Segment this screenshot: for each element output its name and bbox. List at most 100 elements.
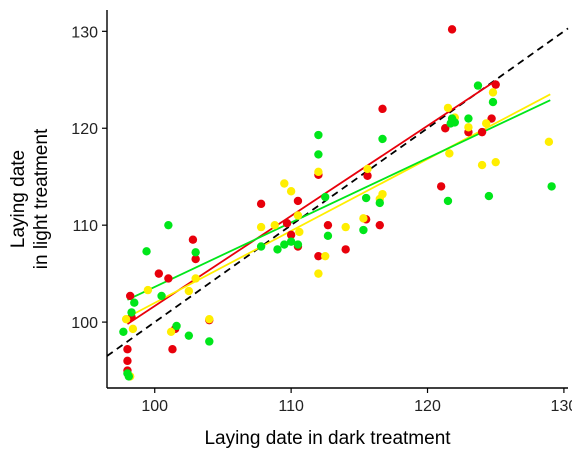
yellow-data-point — [191, 274, 200, 283]
red-data-point — [293, 196, 303, 206]
green-data-point — [286, 237, 296, 246]
green-data-point — [127, 308, 136, 317]
green-data-point — [157, 291, 166, 301]
green-data-point — [172, 321, 181, 331]
green-data-point — [321, 192, 330, 202]
yellow-data-point — [359, 214, 368, 223]
red-data-point — [477, 127, 487, 137]
y-axis-ticks: 100 110 120 130 — [71, 24, 107, 332]
green-data-point — [184, 331, 194, 340]
y-tick-label: 120 — [71, 121, 98, 138]
identity-line — [106, 27, 569, 357]
red-data-point — [491, 80, 500, 89]
yellow-data-point — [341, 222, 350, 232]
yellow-data-point — [314, 167, 323, 177]
green-data-point — [488, 97, 498, 107]
red-data-point — [256, 199, 266, 209]
x-tick-label: 110 — [278, 398, 304, 415]
green-data-point — [443, 196, 453, 206]
x-axis-ticks: 100 110 120 130 — [141, 388, 572, 415]
red-data-point — [154, 269, 164, 278]
yellow-data-point — [205, 314, 214, 324]
y-tick-label: 110 — [72, 218, 98, 235]
red-data-point — [375, 220, 384, 230]
green-data-point — [280, 240, 289, 249]
yellow-data-point — [443, 103, 453, 113]
red-data-point — [323, 220, 333, 230]
green-data-point — [464, 114, 473, 123]
green-data-point — [124, 372, 134, 381]
green-data-point — [273, 245, 282, 254]
yellow-data-point — [445, 149, 454, 158]
y-tick-label: 130 — [71, 24, 98, 41]
green-data-point — [361, 193, 371, 203]
red-data-point — [125, 291, 135, 301]
green-data-point — [191, 248, 200, 257]
green-data-point — [484, 191, 494, 201]
points-layer — [119, 25, 556, 381]
x-tick-label: 100 — [141, 398, 168, 415]
green-data-point — [323, 231, 333, 241]
red-fit-line — [126, 80, 497, 325]
green-data-point — [547, 182, 556, 191]
yellow-data-point — [321, 251, 330, 261]
axes — [106, 10, 568, 389]
yellow-data-point — [184, 286, 194, 296]
yellow-data-point — [363, 164, 372, 174]
red-data-point — [123, 345, 132, 354]
red-data-point — [314, 251, 323, 261]
green-data-point — [314, 150, 323, 159]
yellow-data-point — [280, 179, 289, 188]
red-data-point — [436, 182, 446, 191]
yellow-data-point — [128, 324, 138, 334]
yellow-data-point — [121, 314, 131, 324]
green-data-point — [359, 225, 368, 235]
green-data-point — [473, 81, 483, 90]
green-fit-line — [127, 99, 551, 301]
yellow-data-point — [314, 269, 323, 278]
lines-layer — [106, 27, 569, 357]
green-data-point — [314, 130, 323, 140]
yellow-data-point — [481, 119, 491, 128]
green-data-point — [256, 242, 266, 251]
x-tick-label: 130 — [551, 398, 572, 415]
red-data-point — [341, 245, 350, 254]
x-axis-title: Laying date in dark treatment — [204, 428, 451, 449]
y-axis-title-line-1: Laying date — [8, 150, 29, 248]
y-tick-label: 100 — [71, 315, 98, 332]
green-data-point — [205, 337, 214, 346]
yellow-data-point — [477, 160, 487, 170]
y-axis-title: Laying date in light treatment — [8, 128, 52, 269]
green-data-point — [130, 298, 139, 307]
yellow-fit-line — [127, 93, 551, 319]
y-axis-title-line-2: in light treatment — [31, 128, 52, 269]
red-data-point — [168, 345, 177, 354]
green-data-point — [450, 118, 459, 127]
red-data-point — [191, 254, 200, 264]
yellow-data-point — [270, 220, 279, 230]
green-data-point — [375, 198, 384, 208]
yellow-data-point — [488, 88, 498, 97]
yellow-data-point — [256, 222, 266, 232]
red-data-point — [286, 230, 296, 240]
green-data-point — [164, 220, 173, 230]
yellow-data-point — [286, 187, 296, 196]
yellow-data-point — [166, 327, 176, 336]
red-data-point — [282, 219, 292, 228]
yellow-data-point — [544, 137, 554, 147]
red-data-point — [123, 356, 132, 366]
yellow-data-point — [464, 123, 473, 132]
yellow-data-point — [143, 285, 153, 295]
green-data-point — [119, 327, 128, 336]
red-data-point — [487, 114, 496, 123]
yellow-data-point — [295, 227, 304, 237]
green-data-point — [293, 240, 303, 249]
yellow-data-point — [293, 211, 303, 220]
yellow-data-point — [491, 157, 500, 167]
red-data-point — [188, 235, 198, 244]
yellow-data-point — [378, 189, 387, 199]
green-data-point — [142, 247, 151, 256]
red-data-point — [447, 25, 457, 34]
red-data-point — [441, 124, 450, 133]
